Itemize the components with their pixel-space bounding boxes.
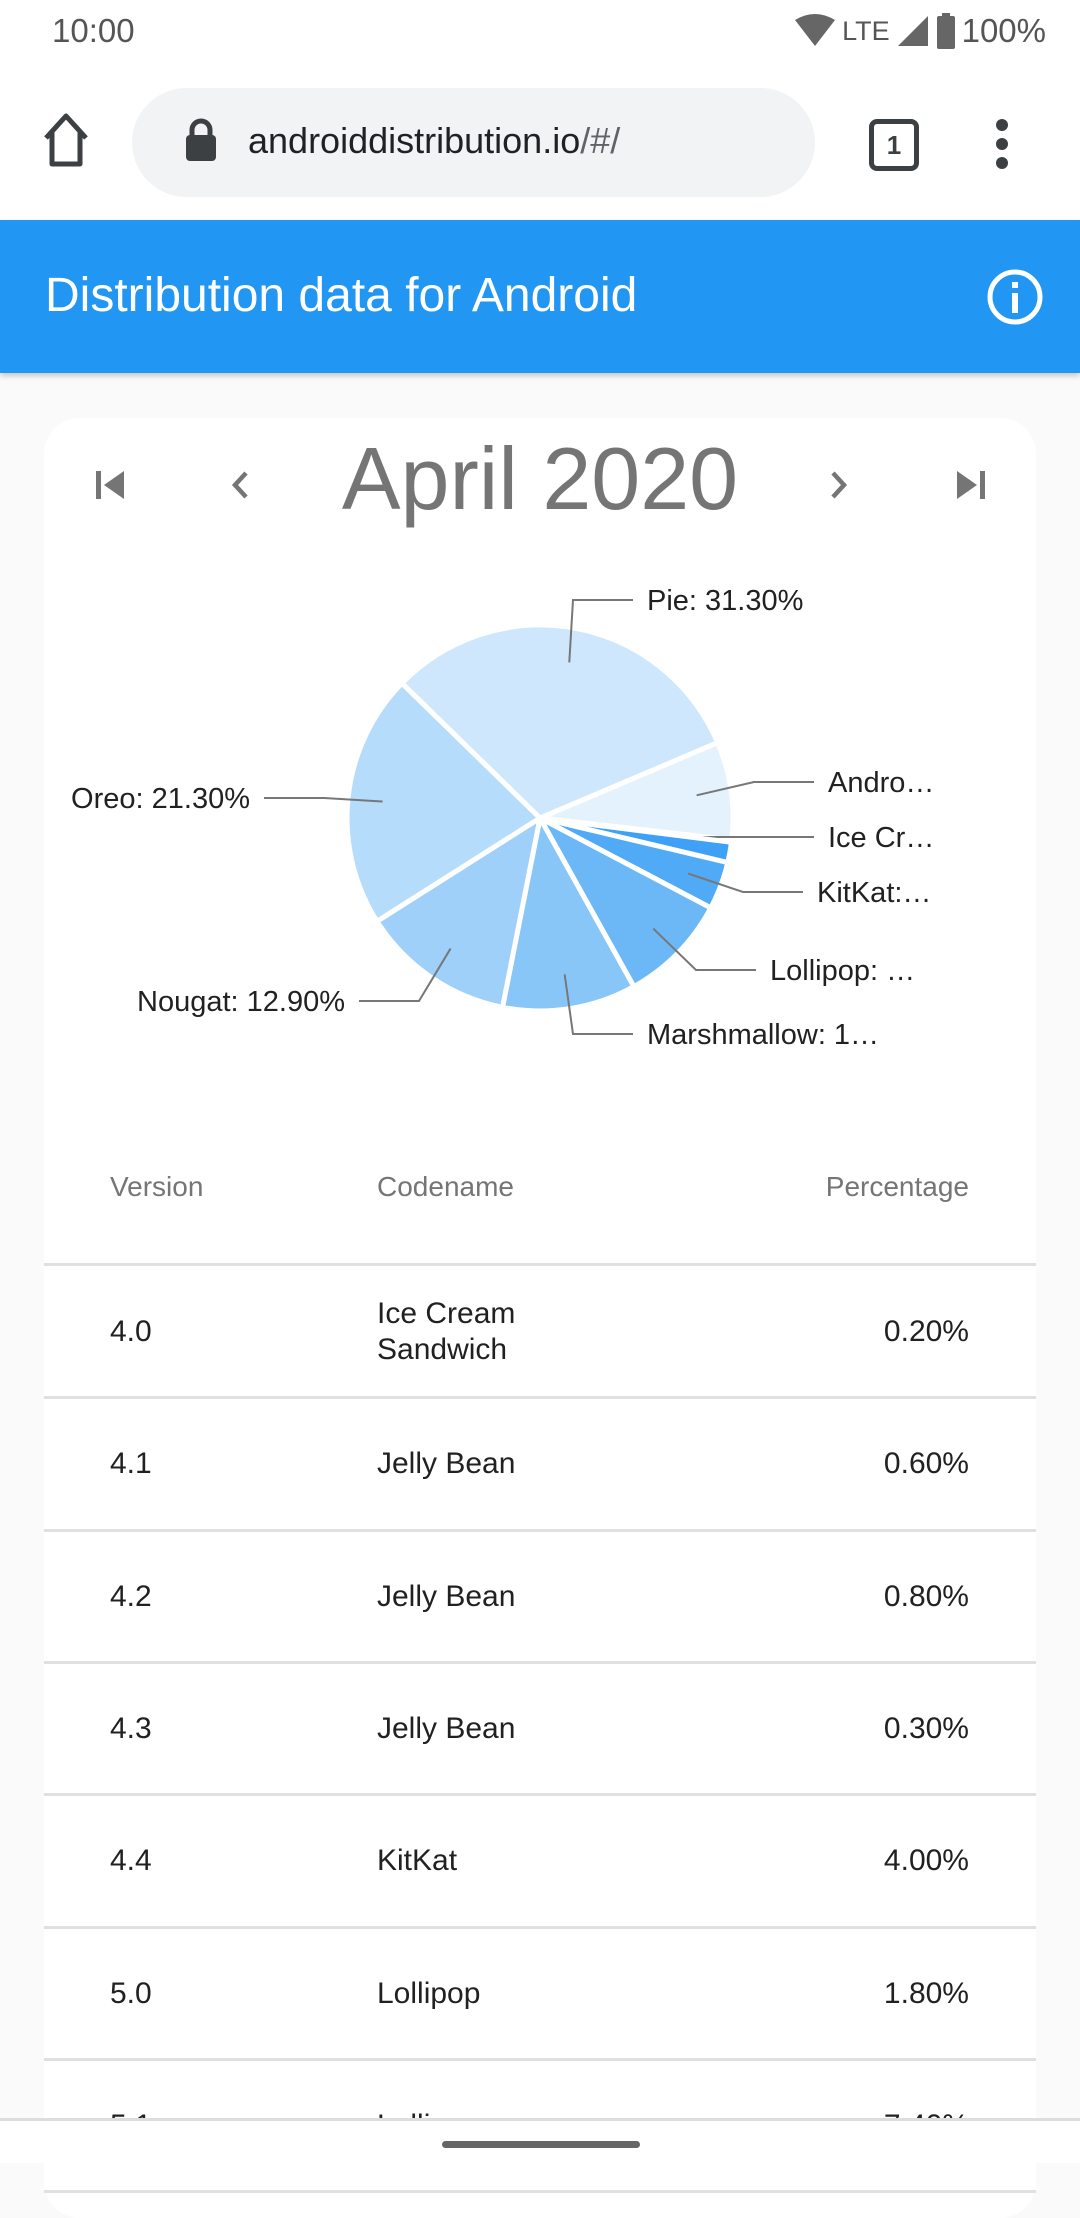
navigation-bar	[0, 2118, 1080, 2163]
cell-version: 4.1	[110, 1446, 152, 1482]
cell-version: 5.0	[110, 1976, 152, 2012]
slice-label: Nougat: 12.90%	[137, 986, 345, 1018]
more-vert-icon[interactable]	[992, 118, 1012, 170]
cell-version: 4.3	[110, 1711, 152, 1747]
network-type: LTE	[842, 16, 890, 47]
gesture-handle[interactable]	[442, 2141, 640, 2148]
status-bar: 10:00 LTE 100%	[0, 0, 1080, 62]
cell-codename: Lollipop	[377, 1976, 577, 2012]
header-divider	[44, 1263, 1036, 1266]
row-divider	[44, 1661, 1036, 1664]
status-icons: LTE 100%	[794, 12, 1046, 50]
row-divider	[44, 1529, 1036, 1532]
cell-percentage: 0.80%	[884, 1579, 969, 1615]
row-divider	[44, 1396, 1036, 1399]
url-host: androiddistribution.io	[248, 120, 580, 161]
app-title: Distribution data for Android	[45, 268, 637, 323]
row-divider	[44, 2190, 1036, 2193]
wifi-icon	[794, 14, 836, 48]
signal-icon	[896, 14, 930, 48]
cell-version: 4.2	[110, 1579, 152, 1615]
slice-label: Oreo: 21.30%	[71, 783, 250, 815]
last-page-icon	[951, 465, 991, 505]
cell-percentage: 0.20%	[884, 1314, 969, 1350]
pie-chart: Andro… Ice Cr… KitKat:… Lollipop: … Marshmal…	[0, 560, 1080, 1080]
slice-label: Marshmallow: 1…	[647, 1019, 879, 1051]
cell-version: 4.0	[110, 1314, 152, 1350]
header-codename[interactable]: Codename	[377, 1171, 514, 1203]
status-time: 10:00	[52, 12, 135, 50]
url-bar[interactable]: androiddistribution.io/#/	[132, 88, 815, 197]
lock-icon	[184, 118, 218, 162]
tab-count: 1	[887, 130, 901, 161]
slice-label: KitKat:…	[817, 877, 931, 909]
cell-percentage: 0.60%	[884, 1446, 969, 1482]
home-icon[interactable]	[40, 112, 92, 168]
slice-label: Andro…	[828, 767, 934, 799]
row-divider	[44, 2058, 1036, 2061]
cell-percentage: 4.00%	[884, 1843, 969, 1879]
slice-label: Ice Cr…	[828, 822, 934, 854]
cell-percentage: 1.80%	[884, 1976, 969, 2012]
url-path: /#/	[580, 120, 620, 161]
battery-level: 100%	[962, 12, 1046, 50]
slice-label: Pie: 31.30%	[647, 585, 803, 617]
next-month-button[interactable]	[808, 455, 868, 515]
month-title: April 2020	[0, 428, 1080, 530]
app-bar: Distribution data for Android	[0, 220, 1080, 373]
chevron-right-icon	[818, 465, 858, 505]
cell-codename: KitKat	[377, 1843, 577, 1879]
row-divider	[44, 1793, 1036, 1796]
cell-codename: Jelly Bean	[377, 1579, 577, 1615]
cell-percentage: 0.30%	[884, 1711, 969, 1747]
cell-codename: Jelly Bean	[377, 1446, 577, 1482]
tabs-icon[interactable]: 1	[869, 119, 919, 171]
battery-icon	[936, 13, 956, 49]
cell-codename: Ice Cream Sandwich	[377, 1296, 577, 1368]
header-version[interactable]: Version	[110, 1171, 203, 1203]
last-month-button[interactable]	[941, 455, 1001, 515]
header-percentage[interactable]: Percentage	[826, 1171, 969, 1203]
cell-codename: Jelly Bean	[377, 1711, 577, 1747]
info-icon[interactable]	[985, 267, 1045, 327]
row-divider	[44, 1926, 1036, 1929]
url-text: androiddistribution.io/#/	[248, 120, 620, 162]
slice-label: Lollipop: …	[770, 955, 915, 987]
browser-toolbar: androiddistribution.io/#/ 1	[0, 62, 1080, 220]
cell-version: 4.4	[110, 1843, 152, 1879]
